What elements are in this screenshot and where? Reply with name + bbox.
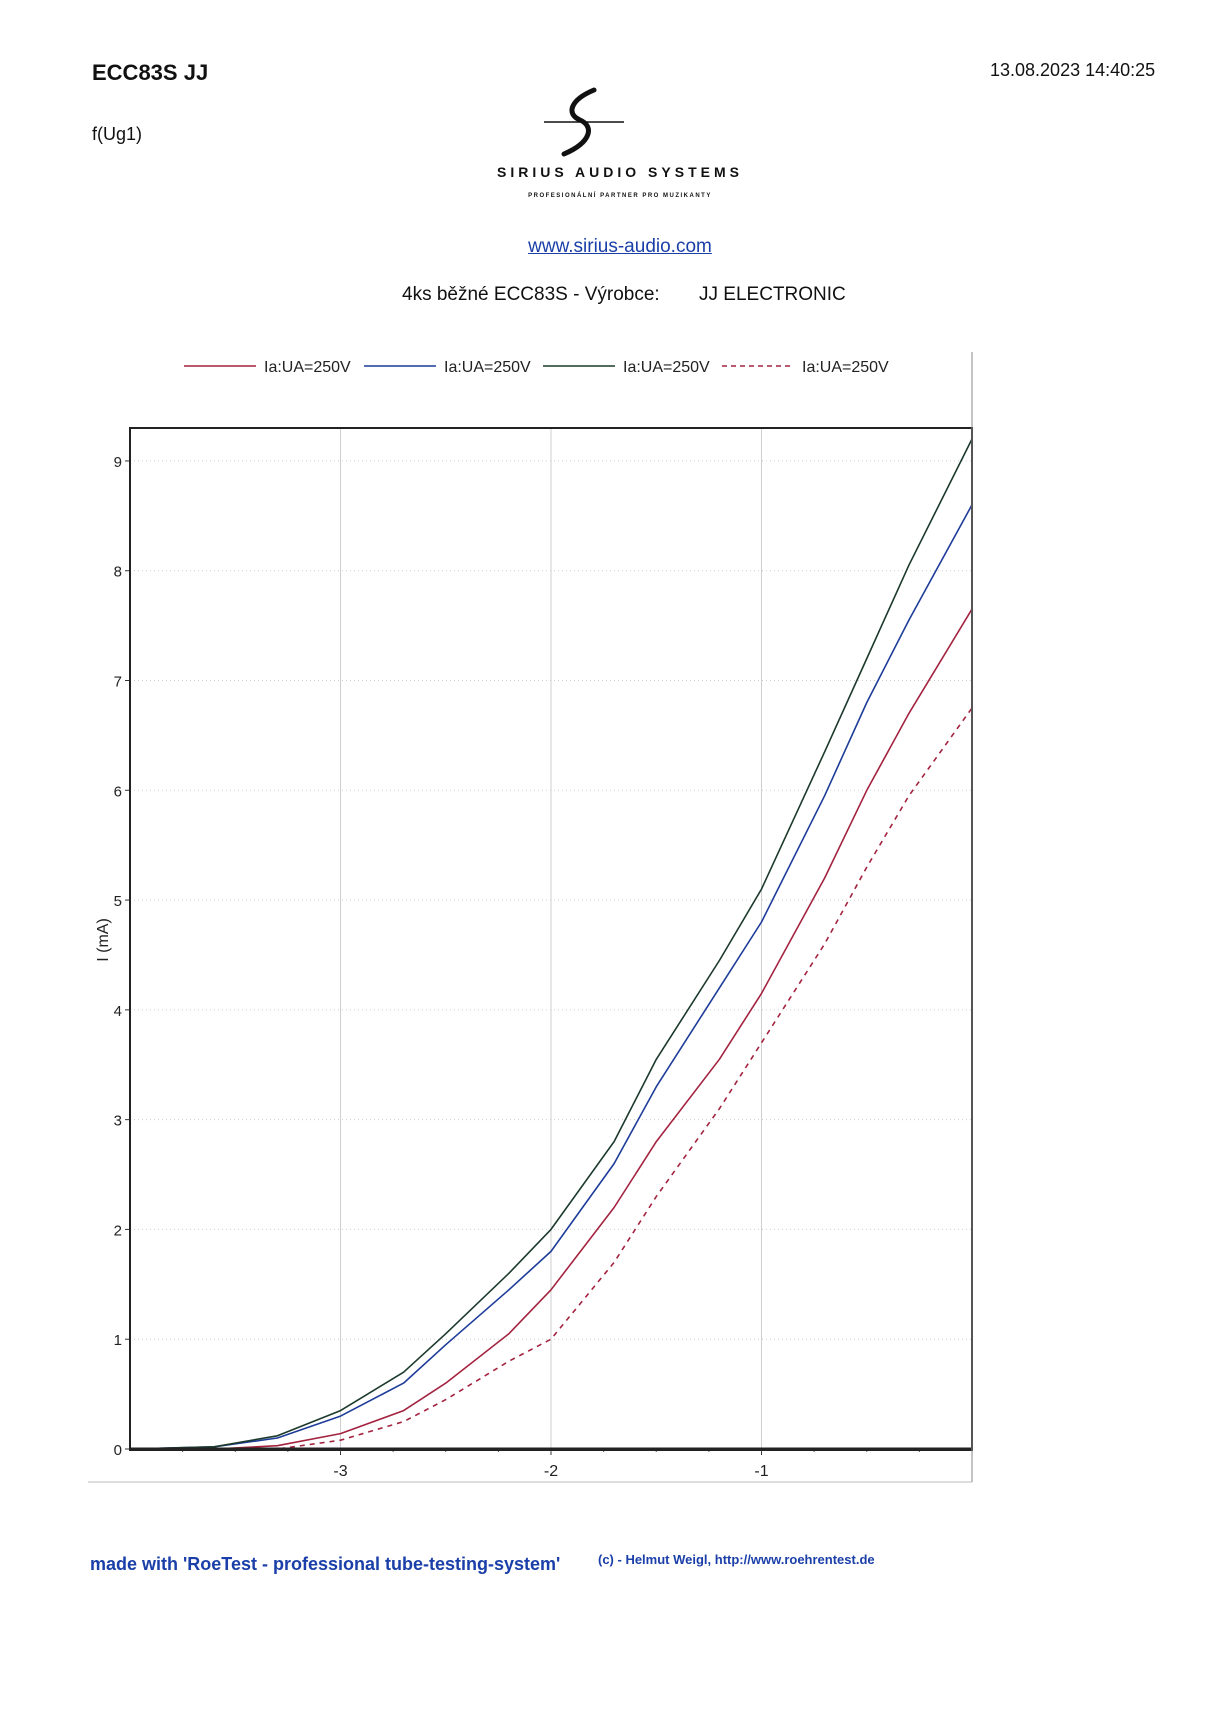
y-tick-label: 6 [114,783,122,800]
y-tick-label: 3 [114,1113,122,1130]
legend-label-1: Ia:UA=250V [264,359,351,376]
subtitle-description: 4ks běžné ECC83S - Výrobce: [402,284,660,305]
chart-grid [130,428,972,1449]
y-tick-label: 0 [114,1442,122,1459]
series-line-4 [130,707,973,1450]
function-label: f(Ug1) [92,124,143,144]
y-tick-label: 1 [114,1332,122,1349]
timestamp: 13.08.2023 14:40:25 [990,60,1156,80]
sirius-logo-icon [544,87,624,157]
chart-series [129,438,973,1450]
footer-credit[interactable]: (c) - Helmut Weigl, http://www.roehrente… [598,1552,875,1567]
series-line-1 [130,608,973,1450]
series-line-3 [129,438,973,1450]
series-line-2 [129,504,973,1450]
brand-name: SIRIUS AUDIO SYSTEMS [497,164,743,180]
x-tick-label: -1 [754,1463,768,1480]
y-tick-label: 4 [114,1003,122,1020]
subtitle-manufacturer: JJ ELECTRONIC [699,284,846,305]
legend-label-3: Ia:UA=250V [623,359,710,376]
tube-title: ECC83S JJ [92,60,209,85]
brand-tagline: PROFESIONÁLNÍ PARTNER PRO MUZIKANTY [528,193,712,199]
x-tick-label: -3 [333,1463,347,1480]
y-tick-label: 9 [114,454,122,471]
chart-ticks: 0 1 2 3 4 5 6 7 8 9 -3 -2 -1 [114,454,920,1480]
y-tick-label: 8 [114,564,122,581]
x-tick-label: -2 [544,1463,558,1480]
y-tick-label: 7 [114,674,122,691]
website-link[interactable]: www.sirius-audio.com [528,236,712,257]
y-tick-label: 2 [114,1222,122,1239]
legend: Ia:UA=250V Ia:UA=250V Ia:UA=250V Ia:UA=250V [184,359,889,376]
y-axis-label: I (mA) [95,918,112,962]
footer-made-with: made with 'RoeTest - professional tube-t… [90,1554,561,1574]
y-tick-label: 5 [114,893,122,910]
legend-label-4: Ia:UA=250V [802,359,889,376]
legend-label-2: Ia:UA=250V [444,359,531,376]
